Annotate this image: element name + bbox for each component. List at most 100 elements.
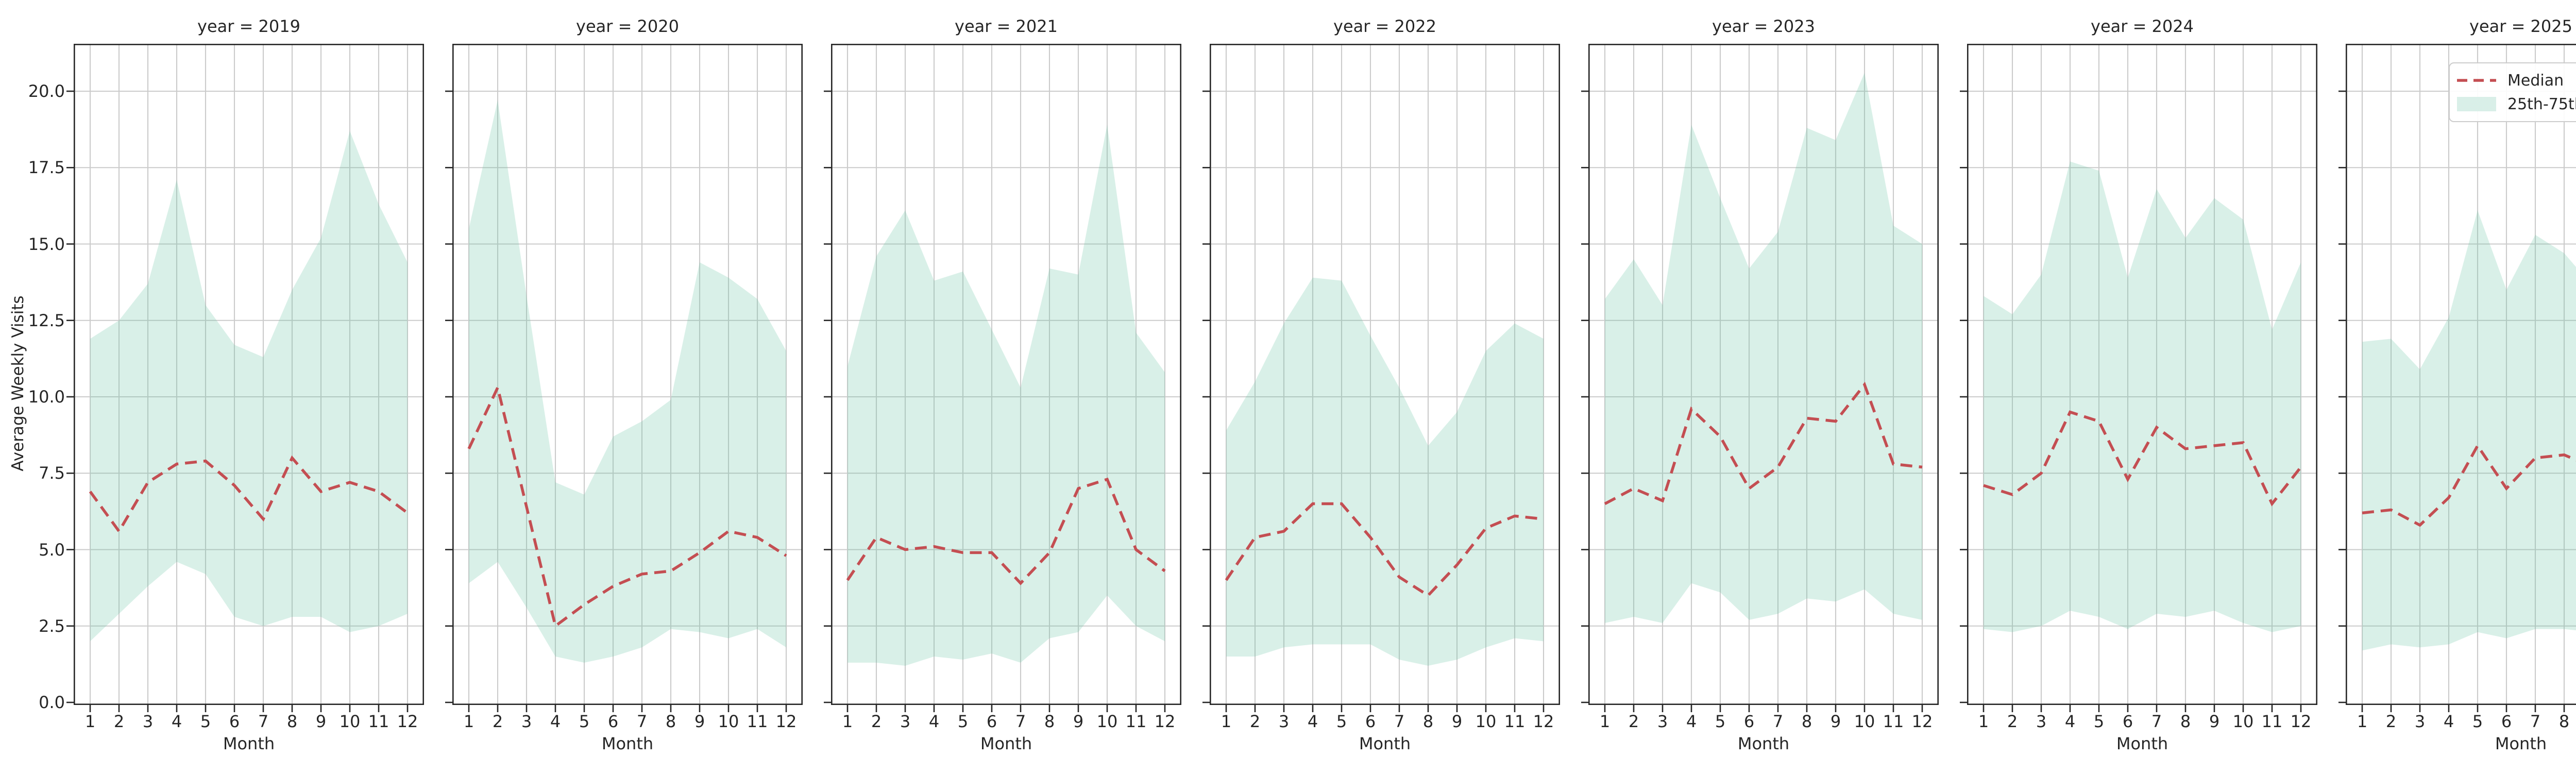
legend: Median 25th-75th Percentile (2449, 62, 2576, 122)
axes-frame (73, 43, 425, 705)
x-axis-label: Month (2116, 734, 2168, 753)
y-tick-label: 20.0 (28, 81, 65, 101)
x-tick-label: 7 (1772, 712, 1784, 731)
y-tick-label: 5.0 (39, 540, 65, 560)
x-tick-label: 3 (521, 712, 532, 731)
facet-2020: year = 2020 1 2 3 4 5 6 7 8 9 10 11 12 Month (445, 0, 803, 773)
facet-plot-area (1202, 43, 1561, 712)
facet-title: year = 2022 (1333, 16, 1436, 36)
x-tick-label: 2 (871, 712, 882, 731)
x-tick-label: 11 (1125, 712, 1147, 731)
facet-2022: year = 2022 1 2 3 4 5 6 7 8 9 10 11 12 Month (1202, 0, 1561, 773)
x-tick-label: 3 (900, 712, 911, 731)
x-tick-marks (846, 705, 1166, 712)
x-gridlines (846, 44, 1166, 705)
x-tick-label: 5 (957, 712, 969, 731)
x-tick-label: 10 (1096, 712, 1118, 731)
median-line (1604, 381, 1923, 505)
x-tick-label: 8 (286, 712, 298, 731)
facet-title: year = 2019 (197, 16, 300, 36)
x-tick-label: 11 (747, 712, 768, 731)
y-tick-label: 10.0 (28, 387, 65, 407)
median-line (89, 455, 409, 534)
median-line (846, 477, 1166, 585)
facet-plot-area (824, 43, 1182, 712)
x-tick-label: 4 (2064, 712, 2076, 731)
x-gridlines (1982, 44, 2302, 705)
x-tick-label: 8 (1044, 712, 1055, 731)
legend-row-band: 25th-75th Percentile (2457, 93, 2576, 115)
x-tick-label: 8 (1801, 712, 1812, 731)
x-tick-label: 11 (2261, 712, 2283, 731)
x-tick-marks (1982, 705, 2302, 712)
x-tick-label: 2 (492, 712, 503, 731)
axes-frame (1209, 43, 1561, 705)
x-tick-label: 12 (397, 712, 418, 731)
y-gridlines (74, 90, 424, 627)
x-tick-label: 8 (2180, 712, 2191, 731)
facet-title: year = 2021 (955, 16, 1058, 36)
median-line (1983, 410, 2302, 507)
facet-title: year = 2020 (576, 16, 679, 36)
y-tick-marks (1581, 90, 1588, 703)
percentile-band (469, 100, 786, 663)
facet-title: year = 2025 (2469, 16, 2572, 36)
x-tick-label: 8 (2558, 712, 2570, 731)
facet-2025: year = 2025123456789101112Month (2338, 0, 2576, 773)
legend-row-median: Median (2457, 69, 2576, 92)
x-tick-label: 6 (607, 712, 619, 731)
x-tick-label: 11 (1883, 712, 1904, 731)
x-tick-label: 7 (636, 712, 648, 731)
x-tick-label: 1 (84, 712, 96, 731)
percentile-band (90, 131, 408, 642)
y-tick-label: 2.5 (39, 616, 65, 636)
x-tick-label: 5 (579, 712, 590, 731)
x-tick-label: 4 (1686, 712, 1697, 731)
y-tick-label: 7.5 (39, 463, 65, 483)
y-gridlines (2346, 90, 2576, 627)
x-gridlines (468, 44, 787, 705)
legend-band-label: 25th-75th Percentile (2507, 95, 2576, 113)
x-tick-label: 3 (1278, 712, 1290, 731)
x-tick-label: 9 (1073, 712, 1084, 731)
facet-plot-area (1960, 43, 2318, 712)
x-tick-label: 11 (368, 712, 389, 731)
y-tick-marks (824, 90, 831, 703)
y-tick-label: 17.5 (28, 158, 65, 178)
facet-title: year = 2024 (2091, 16, 2194, 36)
x-tick-label: 4 (2443, 712, 2454, 731)
median-line (1225, 502, 1544, 597)
x-tick-marks (89, 705, 409, 712)
x-tick-label: 2 (113, 712, 125, 731)
x-tick-label: 7 (2530, 712, 2541, 731)
x-tick-label: 2 (2385, 712, 2397, 731)
percentile-band (2362, 210, 2576, 651)
x-tick-marks (468, 705, 787, 712)
axes-frame (1967, 43, 2318, 705)
percentile-band (1605, 73, 1922, 623)
x-tick-label: 11 (1504, 712, 1526, 731)
x-tick-label: 2 (2007, 712, 2018, 731)
x-tick-label: 7 (1394, 712, 1405, 731)
x-gridlines (2361, 44, 2565, 705)
x-tick-label: 8 (665, 712, 676, 731)
axes-frame (1588, 43, 1939, 705)
percentile-band-swatch-icon (2457, 97, 2496, 111)
y-tick-label: 12.5 (28, 310, 65, 330)
x-tick-label: 4 (928, 712, 940, 731)
facet-plot-area (1581, 43, 1939, 712)
x-tick-label: 9 (315, 712, 327, 731)
facet-2024: year = 2024 1 2 3 4 5 6 7 8 9 10 11 12 Month (1960, 0, 2318, 773)
x-axis-label: Month (223, 734, 275, 753)
y-tick-marks (1960, 90, 1967, 703)
x-tick-label: 6 (229, 712, 240, 731)
x-axis-label: Month (601, 734, 654, 753)
x-axis-label: Month (2495, 734, 2547, 753)
y-gridlines (1967, 90, 2317, 627)
x-tick-label: 8 (1422, 712, 1434, 731)
x-axis-label: Month (1359, 734, 1411, 753)
x-tick-label: 5 (200, 712, 211, 731)
legend-median-label: Median (2507, 71, 2564, 90)
x-tick-label: 6 (2501, 712, 2512, 731)
y-gridlines (1210, 90, 1560, 627)
